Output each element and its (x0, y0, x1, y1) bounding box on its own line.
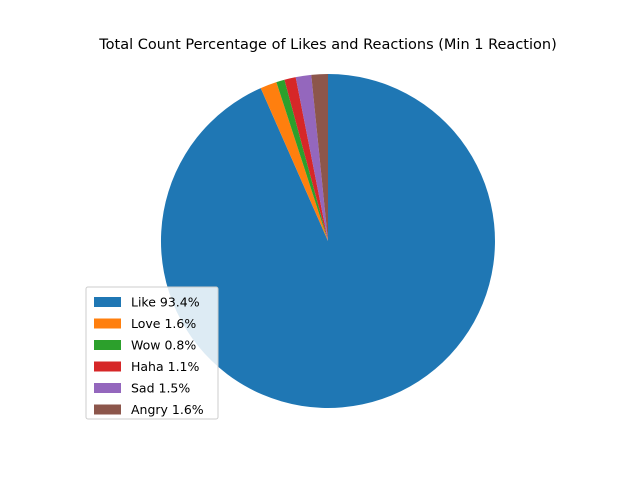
chart-title: Total Count Percentage of Likes and Reac… (98, 37, 556, 53)
legend-label-sad: Sad 1.5% (131, 381, 190, 396)
legend: Like 93.4% Love 1.6% Wow 0.8% Haha 1.1% Sad … (85, 286, 219, 420)
legend-swatch-angry (94, 404, 121, 415)
legend-swatch-sad (94, 383, 121, 393)
legend-swatch-like (94, 297, 121, 307)
legend-label-haha: Haha 1.1% (131, 359, 199, 374)
pie-slice-angry (311, 73, 328, 241)
pie-slice-love (260, 82, 328, 241)
legend-swatch-wow (94, 340, 121, 350)
pie-slice-sad (295, 74, 328, 241)
legend-label-love: Love 1.6% (131, 316, 196, 331)
legend-label-like: Like 93.4% (131, 295, 200, 310)
legend-swatch-love (94, 318, 121, 329)
legend-swatch-haha (94, 361, 121, 372)
legend-label-wow: Wow 0.8% (131, 338, 196, 353)
pie-slice-wow (276, 79, 328, 241)
pie-slice-haha (284, 77, 328, 241)
legend-label-angry: Angry 1.6% (131, 402, 204, 417)
pie-slice-like (160, 74, 495, 408)
pie-slices (160, 73, 495, 408)
